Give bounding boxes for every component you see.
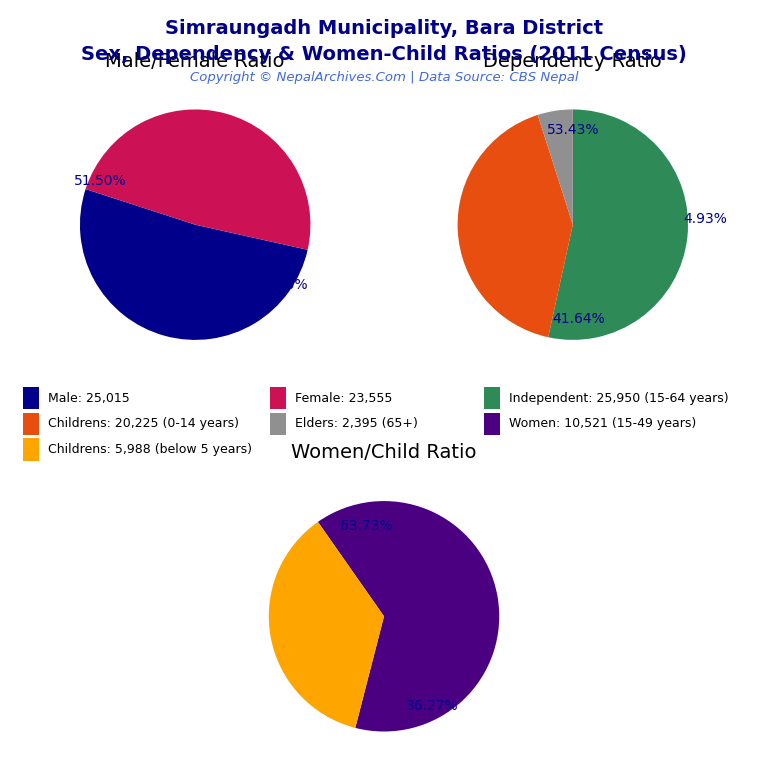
Title: Dependency Ratio: Dependency Ratio: [483, 51, 662, 71]
Text: 41.64%: 41.64%: [552, 312, 605, 326]
Text: 53.43%: 53.43%: [547, 123, 599, 137]
Wedge shape: [85, 110, 310, 250]
Text: Copyright © NepalArchives.Com | Data Source: CBS Nepal: Copyright © NepalArchives.Com | Data Sou…: [190, 71, 578, 84]
Wedge shape: [80, 189, 308, 340]
Wedge shape: [458, 115, 573, 337]
Wedge shape: [318, 501, 499, 731]
Bar: [270, 413, 286, 435]
Bar: [484, 413, 500, 435]
Text: 4.93%: 4.93%: [684, 212, 727, 226]
Text: Women: 10,521 (15-49 years): Women: 10,521 (15-49 years): [508, 418, 696, 430]
Text: 51.50%: 51.50%: [74, 174, 127, 188]
Text: Sex, Dependency & Women-Child Ratios (2011 Census): Sex, Dependency & Women-Child Ratios (20…: [81, 45, 687, 64]
Text: 36.27%: 36.27%: [406, 699, 458, 713]
Wedge shape: [538, 110, 573, 225]
Text: 63.73%: 63.73%: [340, 519, 393, 534]
Title: Male/Female Ratio: Male/Female Ratio: [105, 51, 285, 71]
Bar: [23, 413, 39, 435]
Text: Male: 25,015: Male: 25,015: [48, 392, 130, 405]
Text: Childrens: 5,988 (below 5 years): Childrens: 5,988 (below 5 years): [48, 443, 252, 456]
Text: Independent: 25,950 (15-64 years): Independent: 25,950 (15-64 years): [508, 392, 728, 405]
Text: Elders: 2,395 (65+): Elders: 2,395 (65+): [295, 418, 418, 430]
Title: Women/Child Ratio: Women/Child Ratio: [291, 443, 477, 462]
Bar: [23, 387, 39, 409]
Bar: [270, 387, 286, 409]
Bar: [484, 387, 500, 409]
Bar: [23, 439, 39, 461]
Text: Female: 23,555: Female: 23,555: [295, 392, 392, 405]
Text: Childrens: 20,225 (0-14 years): Childrens: 20,225 (0-14 years): [48, 418, 239, 430]
Wedge shape: [269, 522, 384, 728]
Text: 48.50%: 48.50%: [255, 277, 308, 292]
Wedge shape: [548, 110, 688, 340]
Text: Simraungadh Municipality, Bara District: Simraungadh Municipality, Bara District: [165, 19, 603, 38]
